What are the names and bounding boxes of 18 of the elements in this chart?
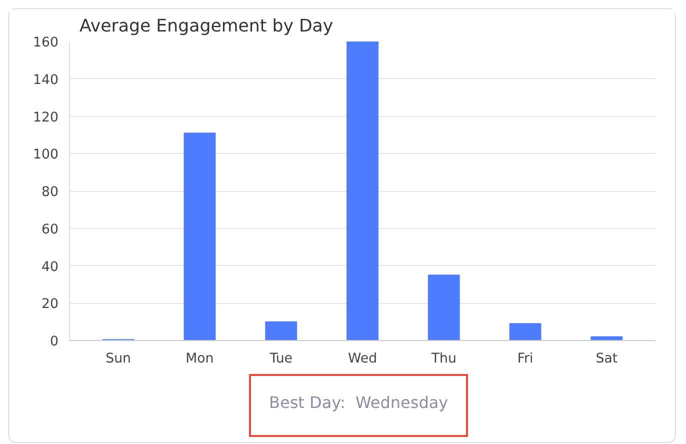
chart-title: Average Engagement by Day (80, 16, 334, 36)
x-tick-label: Sun (106, 352, 132, 366)
x-tick-label: Wed (348, 352, 378, 366)
text: Best Day: Wednesday (269, 392, 448, 414)
y-tick-label: 160 (33, 36, 59, 50)
y-tick-label: 120 (33, 110, 59, 126)
x-tick-label: Fri (517, 352, 534, 366)
x-tick-label: Mon (186, 352, 214, 366)
y-tick-label: 0 (50, 334, 59, 350)
y-tick-label: 140 (33, 72, 59, 88)
y-tick-label: 20 (42, 297, 59, 312)
x-tick-label: Tue (268, 352, 292, 366)
y-tick-label: 100 (33, 148, 59, 163)
x-tick-label: Thu (430, 352, 456, 366)
x-tick-label: Sat (596, 352, 618, 366)
y-tick-label: 80 (42, 185, 59, 200)
y-tick-label: 40 (42, 260, 59, 275)
y-tick-label: 60 (42, 222, 59, 238)
